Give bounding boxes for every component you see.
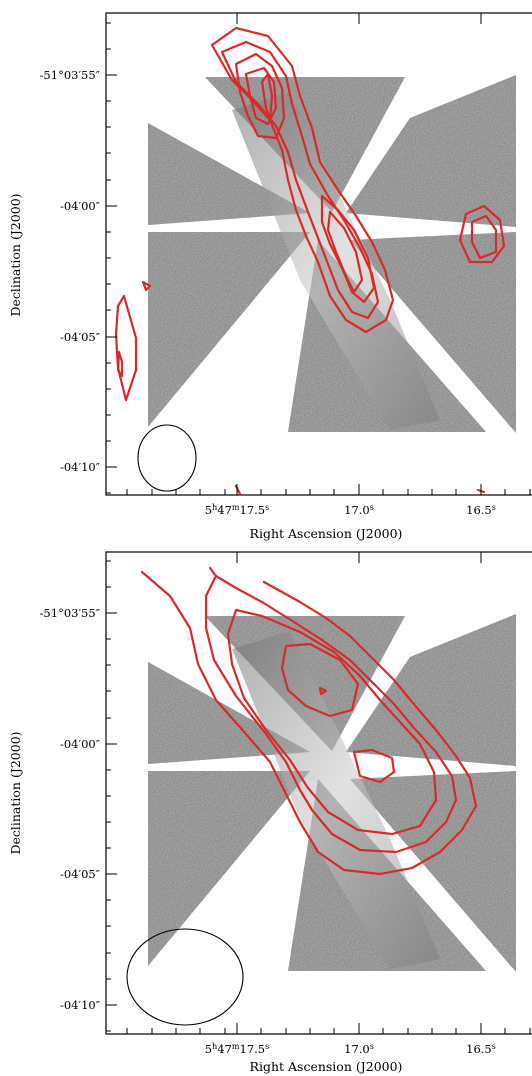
bottom-xtick-label-2: 16.5s bbox=[466, 1042, 496, 1056]
bottom-xtick-label-0: 5h47m17.5s bbox=[205, 1042, 269, 1056]
top-ytick-label-1: -04′00″ bbox=[60, 199, 101, 213]
bottom-ytick-label-3: -04′10″ bbox=[60, 998, 101, 1012]
bottom-contours bbox=[140, 566, 478, 876]
bottom-y-ticks bbox=[106, 560, 117, 1032]
bottom-image bbox=[126, 566, 516, 1026]
bottom-ytick-label-1: -04′00″ bbox=[60, 737, 101, 751]
bottom-xtick-label-1: 17.0s bbox=[344, 1042, 374, 1056]
bottom-ytick-label-0: -51°03′55″ bbox=[40, 606, 101, 620]
top-y-axis-label: Declination (J2000) bbox=[8, 193, 23, 316]
top-contours bbox=[114, 26, 506, 495]
bottom-x-ticks bbox=[126, 552, 531, 1034]
bottom-ytick-label-2: -04′05″ bbox=[60, 867, 101, 881]
top-image bbox=[114, 26, 516, 495]
top-xtick-label-0: 5h47m17.5s bbox=[205, 503, 269, 517]
top-panel: -51°03′55″ -04′00″ -04′05″ -04′10″ 5h47m… bbox=[8, 12, 532, 541]
top-x-ticks bbox=[126, 13, 531, 495]
top-xtick-label-1: 17.0s bbox=[344, 503, 374, 517]
bottom-beam-ellipse bbox=[126, 928, 244, 1026]
bottom-y-axis-label: Declination (J2000) bbox=[8, 731, 23, 854]
top-xtick-label-2: 16.5s bbox=[466, 503, 496, 517]
bottom-x-axis-label: Right Ascension (J2000) bbox=[250, 1059, 403, 1074]
top-x-axis-label: Right Ascension (J2000) bbox=[250, 526, 403, 541]
bottom-panel: -51°03′55″ -04′00″ -04′05″ -04′10″ 5h47m… bbox=[8, 551, 532, 1074]
top-ytick-label-3: -04′10″ bbox=[60, 460, 101, 474]
top-y-ticks bbox=[106, 22, 117, 494]
top-beam-ellipse bbox=[137, 424, 197, 492]
top-ytick-label-2: -04′05″ bbox=[60, 330, 101, 344]
top-ytick-label-0: -51°03′55″ bbox=[40, 68, 101, 82]
